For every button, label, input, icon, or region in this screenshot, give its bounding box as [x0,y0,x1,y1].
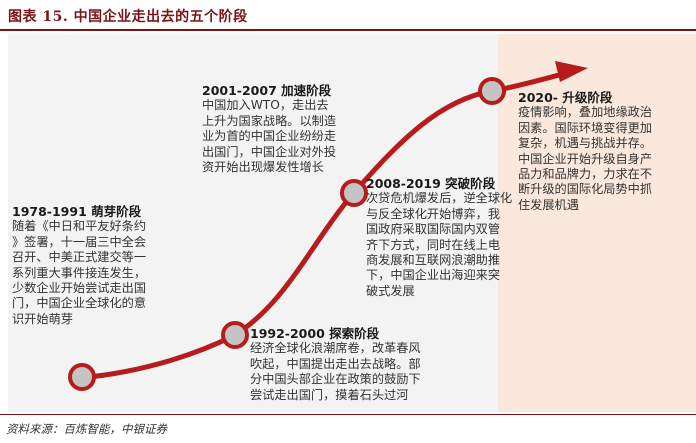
figure-title: 图表 15. 中国企业走出去的五个阶段 [8,9,248,25]
stage-node-2020 [478,77,506,105]
stage-title: 1992-2000 探索阶段 [250,326,380,341]
stage-description: 经济全球化浪潮席卷，改革春风 吹起，中国提出走出去战略。部 分中国头部企业在政策… [250,341,421,402]
stage-node-1992 [221,321,249,349]
stage-1978-1991: 1978-1991 萌芽阶段 随着《中日和平友好条约 》签署，十一届三中全会 召… [12,204,198,327]
stage-description: 中国加入WTO，走出去 上升为国家战略。以制造 业为首的中国企业纷纷走 出国门，… [202,98,337,175]
arrow-head-icon [555,61,588,82]
stage-title: 2020- 升级阶段 [518,90,613,105]
stage-description: 疫情影响，叠加地缘政治 因素。国际环境变得更加 复杂，机遇与挑战并存。 中国企业… [518,105,653,212]
stage-description: 次贷危机爆发后，逆全球化 与反全球化开始博弈，我 国政府采取国际国内双管 齐下方… [366,191,513,298]
stage-description: 随着《中日和平友好条约 》签署，十一届三中全会 召开、中美正式建交等一 系列重大… [12,219,147,326]
title-rule [0,29,696,31]
source-rule [0,414,696,415]
source-note: 资料来源：百炼智能，中银证券 [6,422,167,436]
stage-2008-2019: 2008-2019 突破阶段 次贷危机爆发后，逆全球化 与反全球化开始博弈，我 … [366,176,526,299]
stage-title: 2001-2007 加速阶段 [202,83,332,98]
stage-2020-upgrade: 2020- 升级阶段 疫情影响，叠加地缘政治 因素。国际环境变得更加 复杂，机遇… [518,90,690,213]
stage-title: 1978-1991 萌芽阶段 [12,204,142,219]
stage-title: 2008-2019 突破阶段 [366,176,496,191]
stage-1992-2000: 1992-2000 探索阶段 经济全球化浪潮席卷，改革春风 吹起，中国提出走出去… [250,326,450,403]
current-stage-highlight [498,34,696,412]
stage-node-2001 [340,179,368,207]
stage-node-1978 [68,363,96,391]
stage-2001-2007: 2001-2007 加速阶段 中国加入WTO，走出去 上升为国家战略。以制造 业… [202,83,367,175]
